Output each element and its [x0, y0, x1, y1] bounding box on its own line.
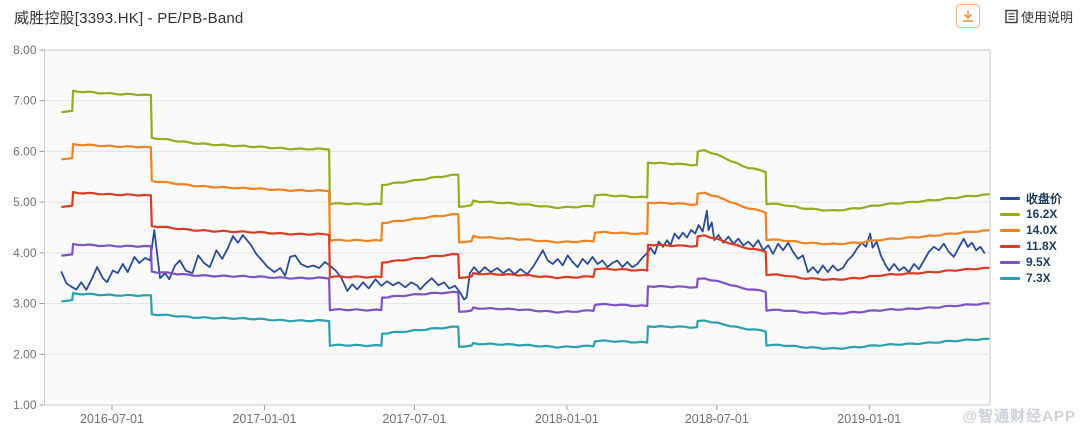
- watermark: @智通财经APP: [962, 408, 1076, 425]
- legend-swatch: [1000, 196, 1020, 200]
- svg-text:2016-07-01: 2016-07-01: [80, 412, 144, 426]
- svg-text:2018-01-01: 2018-01-01: [535, 412, 599, 426]
- legend-swatch: [1000, 260, 1020, 264]
- download-button[interactable]: [956, 4, 980, 28]
- legend-item-16-2x[interactable]: 16.2X: [1000, 207, 1078, 221]
- svg-text:2018-07-01: 2018-07-01: [685, 412, 749, 426]
- svg-text:6.00: 6.00: [13, 144, 37, 158]
- legend-label: 14.0X: [1026, 223, 1058, 237]
- legend-swatch: [1000, 244, 1020, 248]
- svg-text:8.00: 8.00: [13, 43, 37, 57]
- plot-area: [44, 50, 990, 405]
- legend-item-9-5x[interactable]: 9.5X: [1000, 255, 1078, 269]
- legend-item-7-3x[interactable]: 7.3X: [1000, 271, 1078, 285]
- legend-item-11-8x[interactable]: 11.8X: [1000, 239, 1078, 253]
- x-axis-labels: 2016-07-01 2017-01-01 2017-07-01 2018-01-01…: [80, 412, 901, 426]
- series-band-7-3x: [61, 292, 990, 350]
- svg-text:7.00: 7.00: [13, 94, 37, 108]
- legend-item-close[interactable]: 收盘价: [1000, 191, 1078, 206]
- legend-label: 收盘价: [1026, 191, 1063, 206]
- series-band-11-8x: [61, 191, 990, 281]
- svg-text:5.00: 5.00: [13, 195, 37, 209]
- series-close-line: [60, 209, 986, 301]
- chart-legend: 收盘价 16.2X 14.0X 11.8X 9.5X 7.3X: [1000, 191, 1078, 285]
- legend-item-14-0x[interactable]: 14.0X: [1000, 223, 1078, 237]
- series-band-16-2x: [61, 89, 990, 212]
- legend-swatch: [1000, 228, 1020, 232]
- series-band-9-5x: [61, 242, 990, 315]
- svg-text:4.00: 4.00: [13, 246, 37, 260]
- svg-text:2017-01-01: 2017-01-01: [232, 412, 296, 426]
- legend-label: 11.8X: [1026, 239, 1057, 253]
- legend-swatch: [1000, 212, 1020, 216]
- axis-ticks: [39, 49, 870, 410]
- series-lines: [60, 89, 990, 350]
- svg-text:2019-01-01: 2019-01-01: [837, 412, 901, 426]
- legend-swatch: [1000, 276, 1020, 280]
- svg-text:1.00: 1.00: [13, 398, 37, 412]
- legend-label: 9.5X: [1026, 255, 1051, 269]
- usage-help-label: 使用说明: [1021, 9, 1074, 25]
- download-icon: [961, 9, 975, 23]
- series-band-14-0x: [61, 142, 990, 246]
- plot-border: [44, 49, 991, 406]
- document-icon: [1005, 9, 1018, 24]
- svg-text:2.00: 2.00: [13, 347, 37, 361]
- y-axis-labels: 8.00 7.00 6.00 5.00 4.00 3.00 2.00 1.00: [13, 43, 37, 412]
- svg-text:2017-07-01: 2017-07-01: [382, 412, 446, 426]
- legend-label: 7.3X: [1026, 271, 1051, 285]
- page-title: 威胜控股[3393.HK] - PE/PB-Band: [14, 10, 244, 27]
- usage-help-button[interactable]: 使用说明: [1005, 6, 1073, 26]
- svg-text:3.00: 3.00: [13, 297, 37, 311]
- legend-label: 16.2X: [1026, 207, 1058, 221]
